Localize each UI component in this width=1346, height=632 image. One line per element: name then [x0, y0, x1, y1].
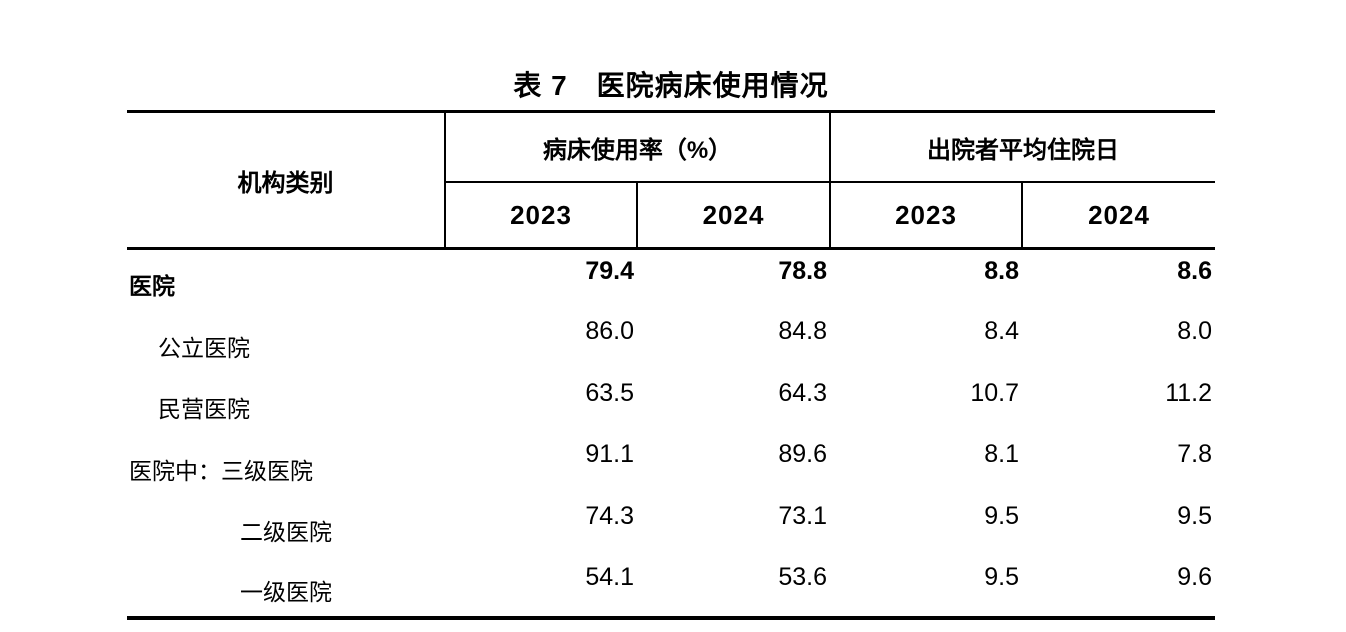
- row-label: 二级医院: [240, 519, 332, 546]
- cell-value: 74.3: [585, 501, 634, 530]
- cell-value: 84.8: [778, 317, 827, 346]
- header-year-util-2023: 2023: [445, 182, 638, 250]
- table-row-tertiary-hospital: 医院中：三级医院 91.1 89.6 8.1 7.8: [127, 433, 1215, 495]
- header-year-stay-2024: 2024: [1022, 182, 1215, 250]
- header-institution-category: 机构类别: [127, 111, 446, 250]
- cell-value: 8.8: [984, 257, 1019, 285]
- cell-value: 8.1: [984, 440, 1019, 469]
- cell-value: 79.4: [585, 257, 634, 285]
- cell-value: 78.8: [778, 257, 827, 285]
- cell-value: 9.6: [1177, 563, 1212, 592]
- cell-value: 53.6: [778, 563, 827, 592]
- row-label: 民营医院: [158, 396, 250, 423]
- row-label: 公立医院: [158, 334, 250, 361]
- cell-value: 9.5: [984, 563, 1019, 592]
- cell-value: 10.7: [970, 378, 1019, 407]
- cell-value: 8.6: [1177, 257, 1212, 285]
- cell-value: 8.4: [984, 317, 1019, 346]
- cell-value: 73.1: [778, 501, 827, 530]
- row-label: 一级医院: [240, 579, 332, 606]
- cell-value: 63.5: [585, 378, 634, 407]
- table-row-hospital-total: 医院 79.4 78.8 8.8 8.6: [127, 249, 1215, 311]
- cell-value: 9.5: [1177, 501, 1212, 530]
- header-year-stay-2023: 2023: [830, 182, 1023, 250]
- cell-value: 91.1: [585, 440, 634, 469]
- cell-value: 7.8: [1177, 440, 1212, 469]
- header-year-util-2024: 2024: [637, 182, 831, 250]
- header-avg-stay-group: 出院者平均住院日: [830, 111, 1215, 183]
- table-row-secondary-hospital: 二级医院 74.3 73.1 9.5 9.5: [127, 495, 1215, 557]
- hospital-bed-table: 机构类别 病床使用率（%） 出院者平均住院日 2023 2024 2023 20…: [127, 110, 1215, 621]
- header-year-row: 2023 2024 2023 2024: [127, 182, 1215, 250]
- table-row-public-hospital: 公立医院 86.0 84.8 8.4 8.0: [127, 310, 1215, 372]
- header-group-row: 机构类别 病床使用率（%） 出院者平均住院日: [127, 111, 1215, 250]
- table-row-primary-hospital: 一级医院 54.1 53.6 9.5 9.6: [127, 556, 1215, 618]
- cell-value: 11.2: [1165, 378, 1212, 407]
- cell-value: 89.6: [778, 440, 827, 469]
- row-label: 医院中：三级医院: [129, 457, 313, 484]
- cell-value: 9.5: [984, 501, 1019, 530]
- cell-value: 54.1: [585, 563, 634, 592]
- row-label: 医院: [129, 273, 175, 300]
- cell-value: 86.0: [585, 317, 634, 346]
- header-bed-utilization-group: 病床使用率（%）: [445, 111, 831, 183]
- table-row-private-hospital: 民营医院 63.5 64.3 10.7 11.2: [127, 372, 1215, 434]
- table-title: 表 7 医院病床使用情况: [513, 70, 829, 101]
- cell-value: 8.0: [1177, 317, 1212, 346]
- cell-value: 64.3: [778, 378, 827, 407]
